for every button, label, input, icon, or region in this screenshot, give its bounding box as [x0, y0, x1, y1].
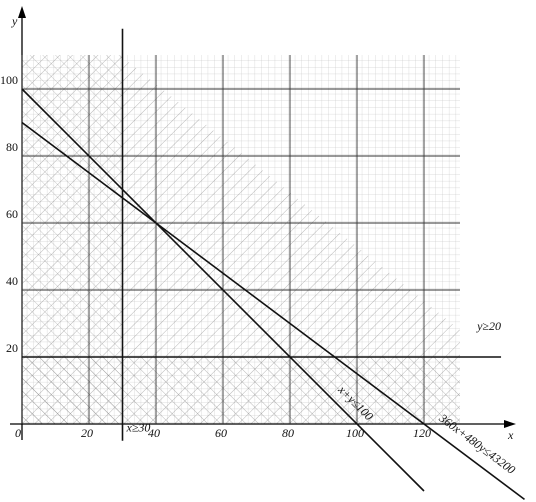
x-axis-label: x	[507, 428, 514, 442]
x-tick-label: 0	[15, 426, 21, 440]
x-tick-label: 120	[413, 426, 431, 440]
y-tick-label: 80	[6, 140, 18, 154]
x-tick-label: 60	[215, 426, 227, 440]
x-tick-label: 20	[81, 426, 93, 440]
y-tick-label: 100	[0, 73, 18, 87]
y-tick-label: 20	[6, 341, 18, 355]
y-axis-label: y	[11, 14, 18, 28]
line-label: 360x+480y≤43200	[436, 410, 518, 477]
hatching	[22, 55, 122, 424]
x-tick-label: 40	[148, 426, 160, 440]
line-label: y≥20	[476, 319, 501, 333]
y-tick-label: 60	[6, 207, 18, 221]
x-tick-label: 100	[346, 426, 364, 440]
hatching	[22, 55, 460, 424]
constraint-line	[21, 88, 425, 492]
y-tick-label: 40	[6, 274, 18, 288]
x-arrow	[504, 420, 516, 428]
y-arrow	[18, 6, 26, 18]
x-tick-label: 80	[282, 426, 294, 440]
line-label: x≥30	[126, 421, 151, 435]
constraint-line	[21, 121, 525, 501]
